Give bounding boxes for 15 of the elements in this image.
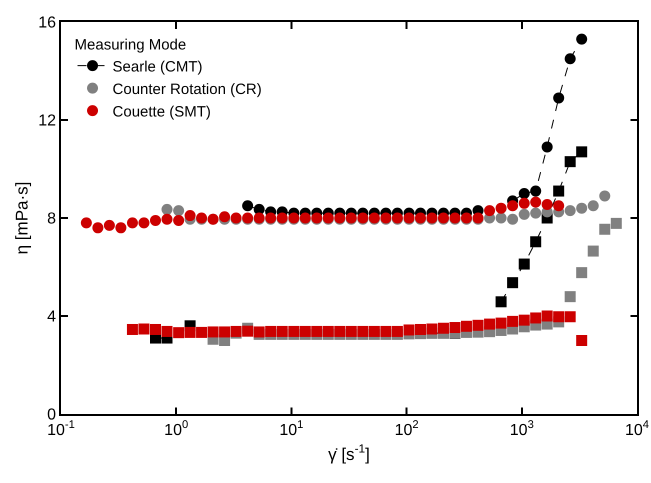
x-tick-label: 10$^{4}$ (624, 419, 650, 439)
y-tick-label: 4 (47, 308, 56, 326)
y-tick-label: 16 (38, 14, 56, 32)
x-tick-label: 10$^{0}$ (164, 419, 188, 439)
x-tick-label: 10$^{1}$ (279, 419, 304, 439)
x-axis-title: γ̇ [s$^{-1}$] (328, 442, 370, 464)
legend-title: Measuring Mode (74, 36, 186, 54)
y-tick-label: 8 (47, 210, 56, 228)
y-axis-title: η [mPa·s] (12, 182, 32, 254)
x-tick-label: 10$^{2}$ (394, 419, 419, 439)
legend-label: Couette (SMT) (112, 103, 211, 120)
legend-label: Counter Rotation (CR) (112, 80, 262, 98)
legend-label: Searle (CMT) (112, 58, 203, 76)
y-tick-label: 12 (38, 112, 56, 130)
x-tick-label: 10$^{3}$ (510, 419, 534, 439)
